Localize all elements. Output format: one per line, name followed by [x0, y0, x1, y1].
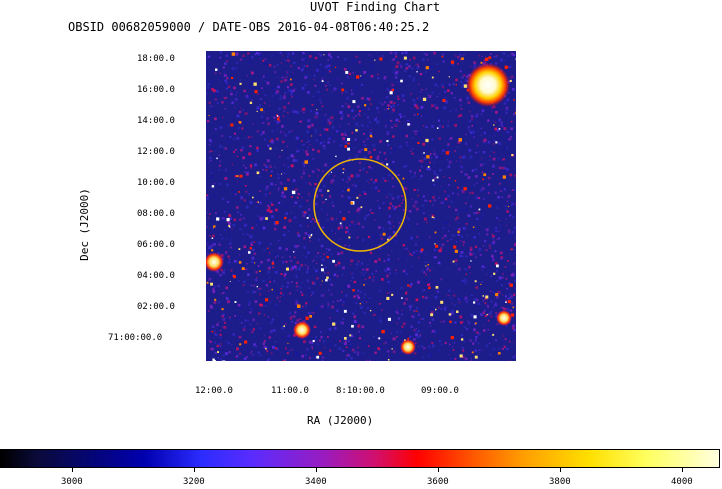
colorbar-ticks — [0, 467, 722, 477]
ra-tick-label: 12:00.0 — [195, 386, 233, 396]
bright-star — [400, 339, 416, 355]
colorbar — [0, 449, 720, 468]
star-field — [206, 52, 516, 361]
colorbar-tick — [438, 467, 439, 472]
ra-tick-label: 8:10:00.0 — [336, 386, 385, 396]
colorbar-tick — [316, 467, 317, 472]
sky-field — [206, 51, 516, 361]
dec-tick-label: 12:00.0 — [137, 147, 175, 157]
colorbar-tick — [72, 467, 73, 472]
bright-star — [293, 321, 311, 339]
dec-tick-label: 71:00:00.0 — [108, 333, 163, 343]
dec-tick-label: 06:00.0 — [137, 240, 175, 250]
dec-axis-label: Dec (J2000) — [77, 188, 91, 261]
dec-tick-label: 02:00.0 — [137, 302, 175, 312]
dec-tick-label: 18:00.0 — [137, 54, 175, 64]
dec-tick-label: 04:00.0 — [137, 271, 175, 281]
bright-star — [496, 310, 512, 326]
dec-tick-label: 16:00.0 — [137, 85, 175, 95]
bright-star — [206, 252, 224, 272]
target-circle — [313, 158, 407, 252]
chart-title: UVOT Finding Chart — [310, 0, 441, 14]
colorbar-tick-label: 3200 — [183, 477, 205, 487]
bright-star — [466, 63, 510, 107]
colorbar-tick-label: 3000 — [61, 477, 83, 487]
dec-tick-label: 10:00.0 — [137, 178, 175, 188]
colorbar-tick — [560, 467, 561, 472]
colorbar-tick-label: 3800 — [549, 477, 571, 487]
ra-tick-label: 09:00.0 — [421, 386, 459, 396]
chart-subtitle: OBSID 00682059000 / DATE-OBS 2016-04-08T… — [68, 20, 430, 34]
dec-tick-label: 14:00.0 — [137, 116, 175, 126]
background-noise — [206, 51, 516, 361]
colorbar-tick — [682, 467, 683, 472]
ra-axis-label: RA (J2000) — [307, 414, 374, 427]
colorbar-tick-label: 3600 — [427, 477, 449, 487]
colorbar-tick-label: 4000 — [671, 477, 693, 487]
sky-image — [206, 51, 516, 361]
colorbar-tick — [194, 467, 195, 472]
dec-tick-label: 08:00.0 — [137, 209, 175, 219]
colorbar-tick-label: 3400 — [305, 477, 327, 487]
ra-tick-label: 11:00.0 — [271, 386, 309, 396]
